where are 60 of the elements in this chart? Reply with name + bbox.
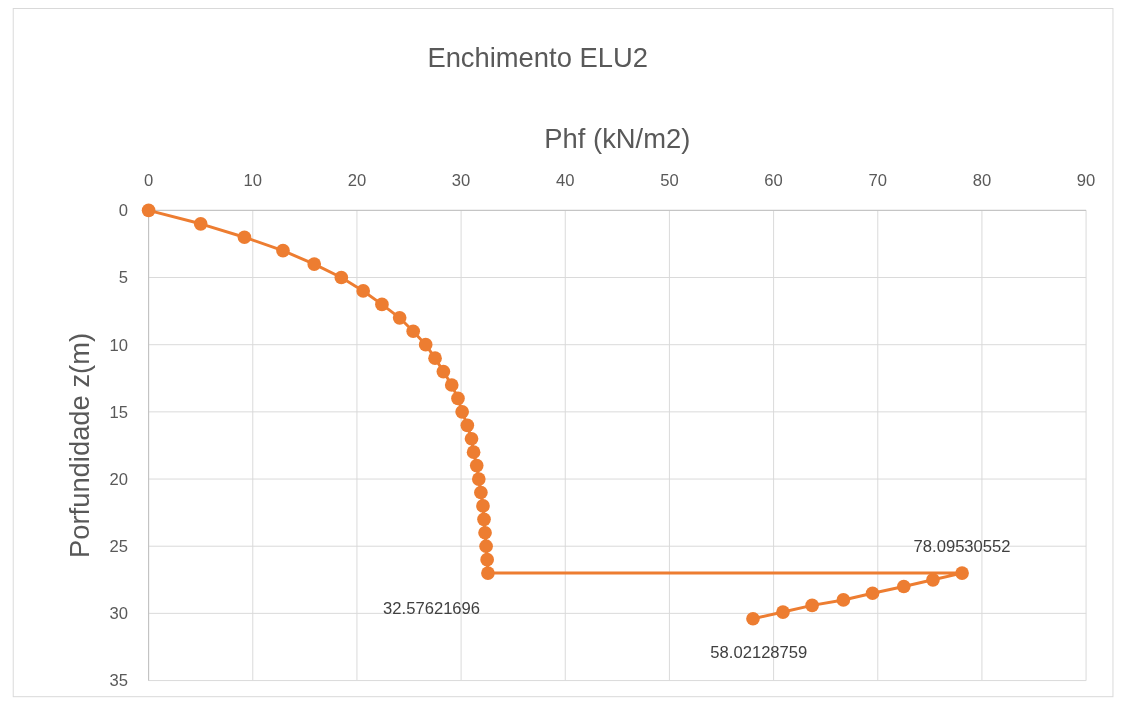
- point: [471, 472, 486, 486]
- x-tick-label: 30: [451, 170, 471, 190]
- x-tick-label: 40: [556, 170, 575, 190]
- x-tick-label: 70: [868, 170, 887, 190]
- point: [476, 499, 490, 513]
- point: [418, 337, 433, 352]
- annotation: 78.09530552: [913, 536, 1011, 556]
- point: [375, 297, 389, 312]
- point: [481, 566, 495, 580]
- point: [479, 539, 493, 554]
- point: [805, 598, 819, 613]
- point: [276, 243, 290, 258]
- y-tick-label: 30: [109, 604, 129, 624]
- point: [926, 572, 940, 587]
- point: [334, 270, 349, 285]
- y-tick-label: 25: [109, 537, 129, 557]
- x-tick-label: 90: [1076, 170, 1096, 190]
- point: [896, 579, 911, 594]
- point: [478, 525, 492, 540]
- y-tick-label: 0: [118, 201, 129, 221]
- point: [480, 552, 494, 567]
- y-tick-label: 5: [118, 268, 129, 288]
- x-tick-label: 10: [243, 170, 263, 190]
- point: [451, 391, 465, 406]
- point: [477, 512, 491, 527]
- point: [356, 284, 371, 298]
- y-tick-label: 10: [109, 335, 129, 355]
- point: [392, 310, 407, 325]
- point: [469, 458, 484, 473]
- point: [460, 418, 475, 433]
- y-axis-title: Porfundidade z(m): [63, 332, 95, 558]
- x-tick-label: 20: [347, 170, 367, 190]
- point: [836, 593, 851, 607]
- point: [237, 230, 252, 245]
- y-tick-label: 35: [109, 671, 129, 691]
- point: [141, 203, 156, 218]
- point: [406, 324, 421, 339]
- annotation: 58.02128759: [710, 642, 808, 662]
- x-tick-label: 50: [660, 170, 679, 190]
- y-tick-label: 20: [109, 469, 129, 489]
- point: [865, 586, 880, 601]
- point: [776, 605, 790, 619]
- point: [746, 611, 760, 626]
- point: [428, 351, 442, 365]
- x-tick-label: 0: [143, 170, 154, 190]
- point: [193, 216, 208, 231]
- point: [466, 445, 481, 460]
- point: [455, 405, 469, 419]
- y-tick-label: 15: [109, 402, 129, 422]
- chart-title: Enchimento ELU2: [427, 41, 648, 73]
- point: [444, 378, 459, 392]
- annotation: 32.57621696: [383, 599, 481, 619]
- x-tick-label: 80: [972, 170, 992, 190]
- x-tick-label: 60: [764, 170, 783, 190]
- x-axis-title: Phf (kN/m2): [544, 122, 691, 154]
- point: [474, 485, 488, 500]
- point: [464, 431, 479, 446]
- point: [307, 257, 322, 271]
- point: [436, 364, 451, 379]
- point: [955, 566, 969, 580]
